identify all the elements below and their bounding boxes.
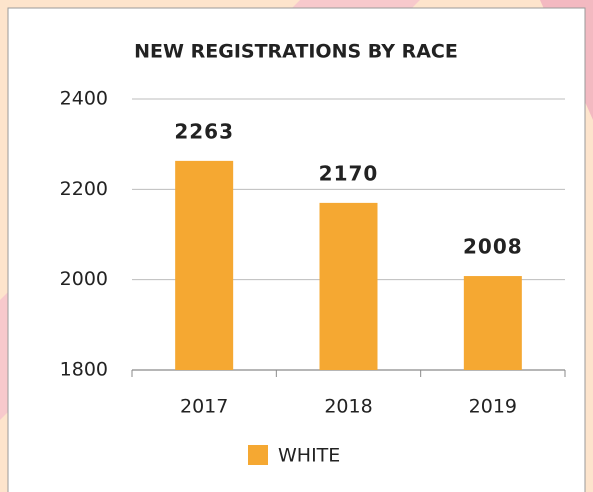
y-tick-label: 2200 <box>60 178 108 200</box>
card <box>7 7 586 492</box>
legend-swatch <box>248 445 268 465</box>
y-tick-label: 2000 <box>60 268 108 290</box>
bar <box>175 160 234 370</box>
chart-title: NEW REGISTRATIONS BY RACE <box>134 41 458 63</box>
y-tick-label: 1800 <box>60 359 108 381</box>
data-label: 2263 <box>174 119 234 143</box>
y-tick-label: 2400 <box>60 88 108 110</box>
x-tick-label: 2019 <box>469 396 517 418</box>
data-label: 2008 <box>463 235 523 259</box>
data-label: 2170 <box>319 161 379 185</box>
bar <box>463 276 522 370</box>
x-tick-label: 2018 <box>324 396 372 418</box>
x-tick-label: 2017 <box>180 396 228 418</box>
bar <box>319 202 378 370</box>
legend-label: WHITE <box>278 445 340 467</box>
